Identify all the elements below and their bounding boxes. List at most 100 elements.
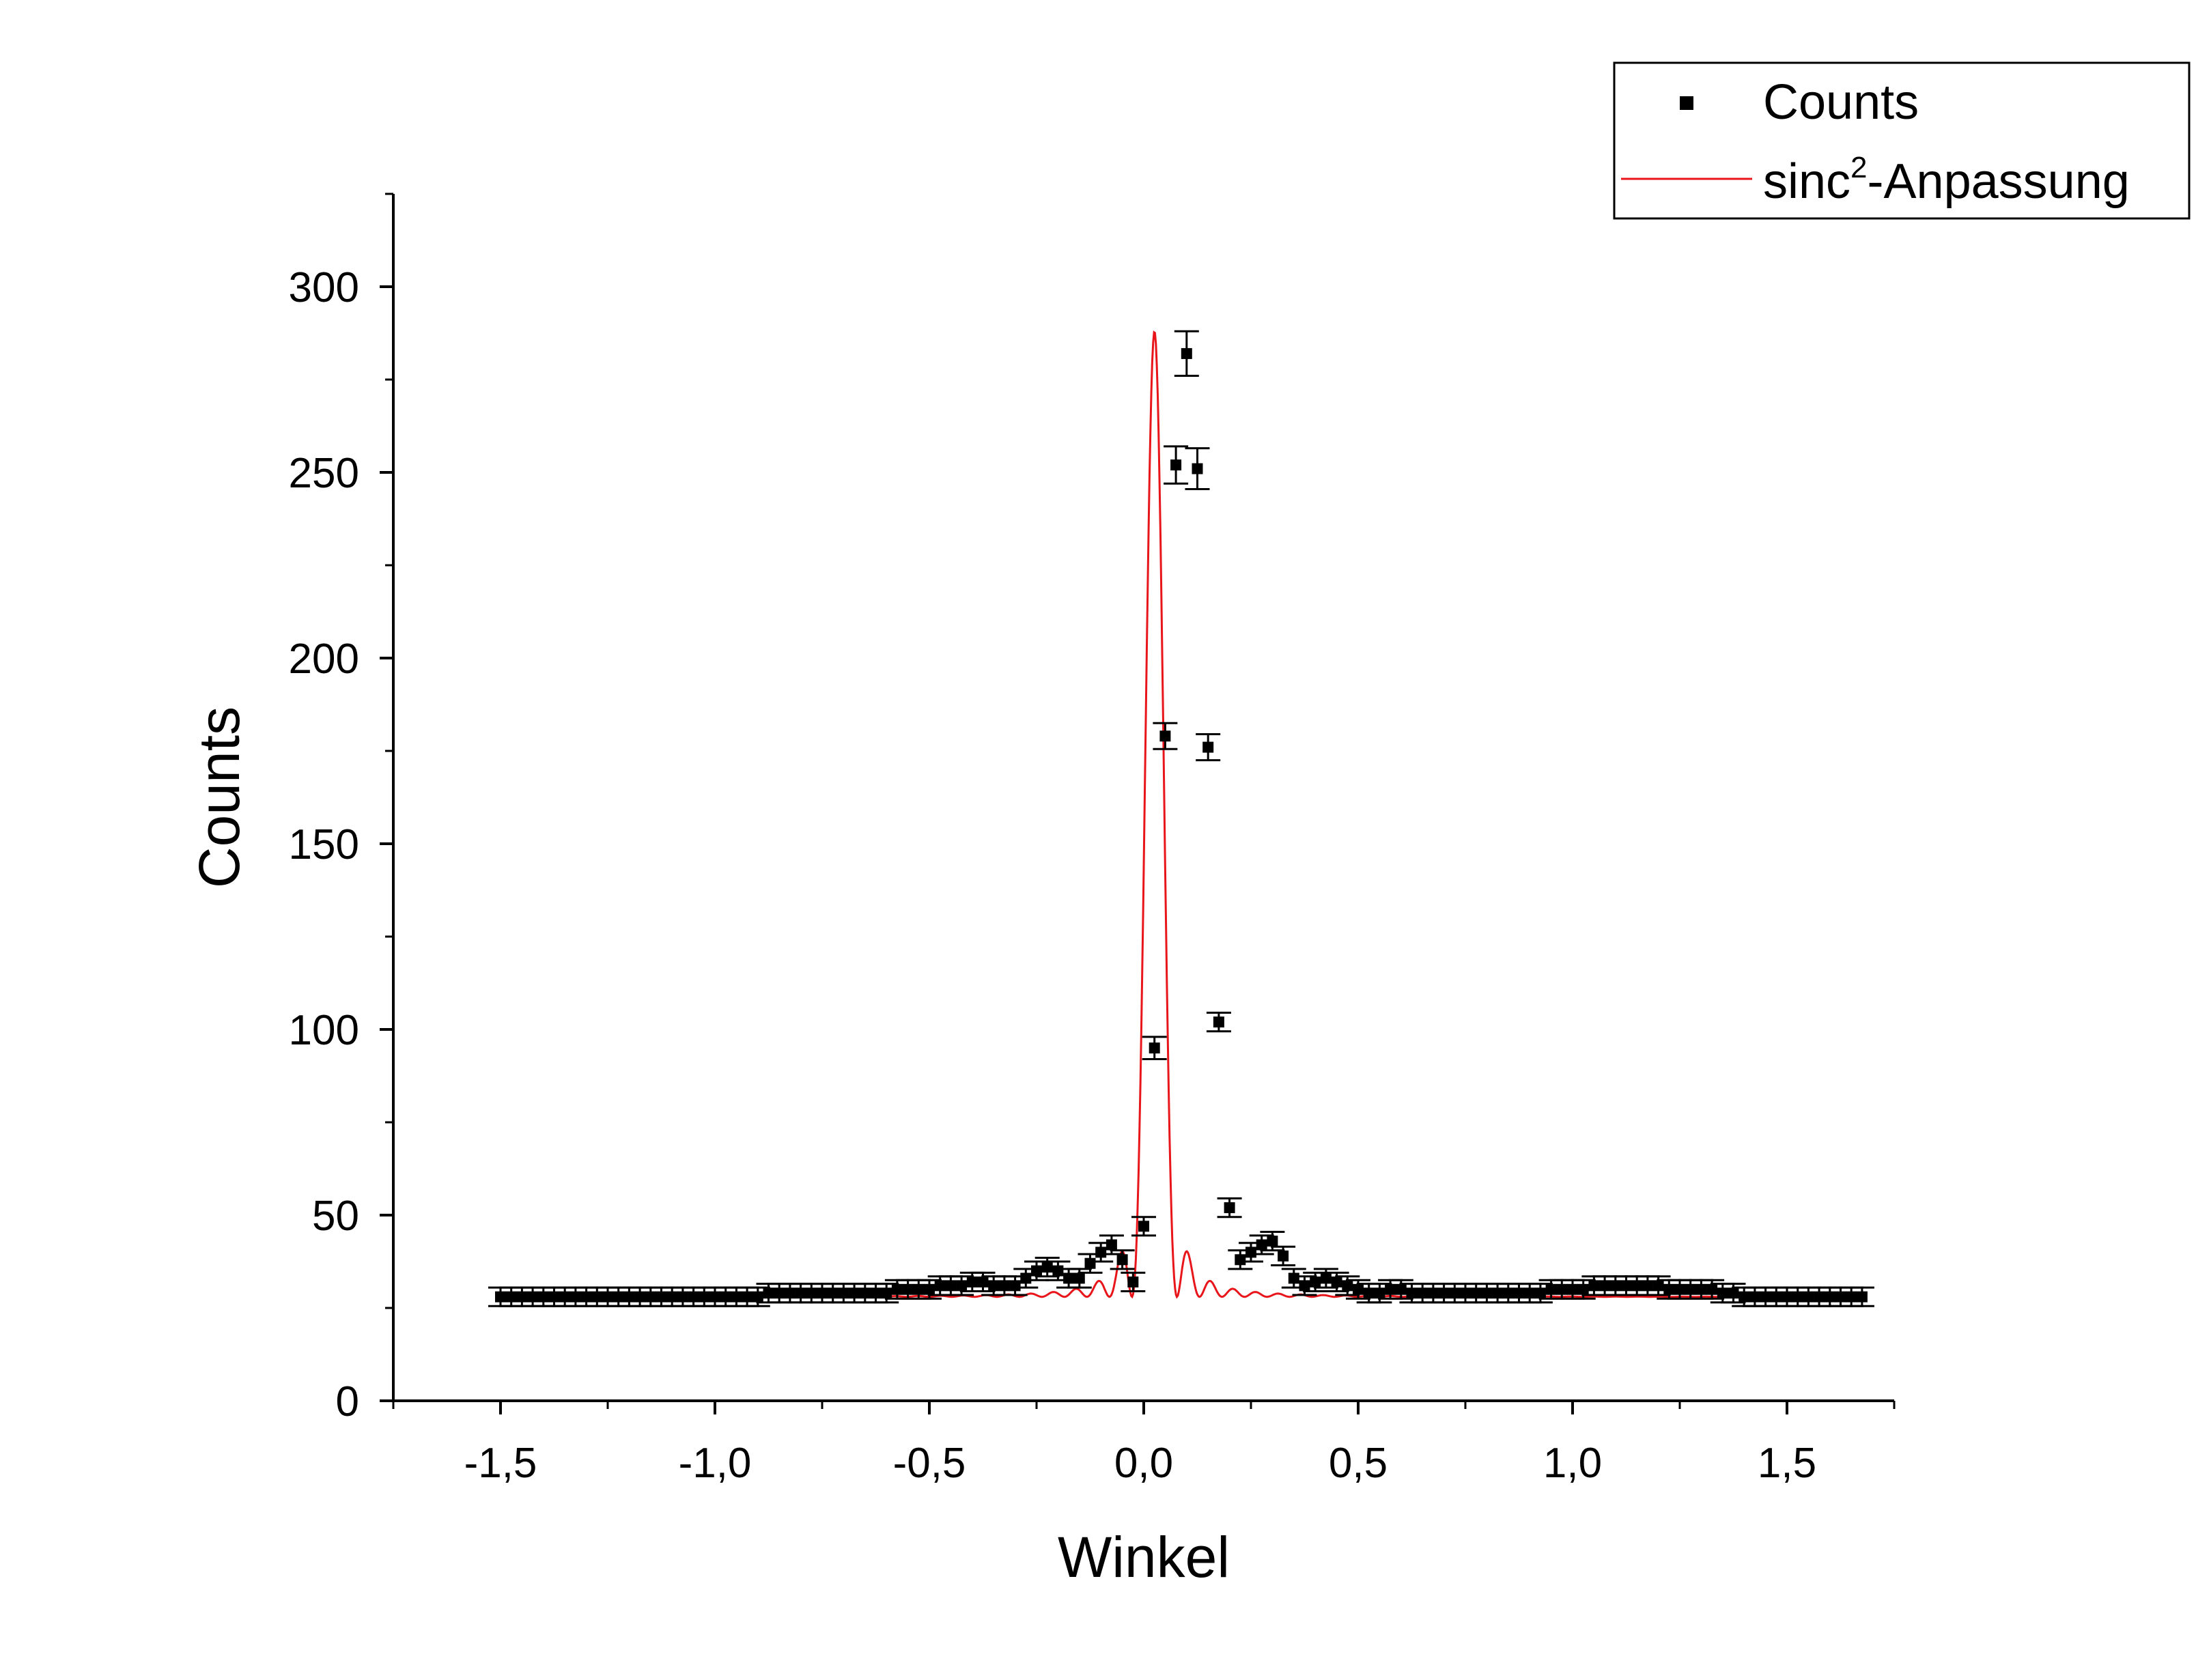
- point-marker: [720, 1291, 731, 1302]
- point-marker: [1288, 1272, 1299, 1284]
- point-marker: [1599, 1280, 1611, 1292]
- point-marker: [870, 1287, 882, 1299]
- point-marker: [1256, 1239, 1267, 1251]
- point-marker: [924, 1283, 935, 1295]
- point-marker: [1353, 1283, 1364, 1295]
- point-marker: [966, 1276, 978, 1287]
- point-marker: [1363, 1287, 1375, 1299]
- point-marker: [1492, 1287, 1504, 1299]
- point-marker: [827, 1287, 839, 1299]
- point-marker: [1310, 1276, 1321, 1287]
- point-marker: [806, 1287, 817, 1299]
- point-marker: [934, 1280, 946, 1292]
- data-point: [1849, 1286, 1874, 1307]
- point-marker: [1235, 1254, 1246, 1266]
- point-marker: [1181, 347, 1192, 359]
- point-marker: [1685, 1283, 1696, 1295]
- point-marker: [537, 1291, 549, 1302]
- point-marker: [774, 1287, 785, 1299]
- data-point: [1131, 1216, 1156, 1237]
- data-point: [981, 1275, 1006, 1296]
- point-marker: [1417, 1287, 1428, 1299]
- x-tick-label: 1,5: [1758, 1440, 1816, 1487]
- point-marker: [1170, 459, 1182, 471]
- point-marker: [656, 1291, 667, 1302]
- x-axis-title: Winkel: [1058, 1525, 1230, 1589]
- point-marker: [1760, 1291, 1771, 1302]
- data-point: [1206, 1012, 1231, 1033]
- point-marker: [1406, 1287, 1418, 1299]
- point-marker: [1084, 1257, 1096, 1269]
- point-marker: [1245, 1247, 1256, 1258]
- point-marker: [1127, 1276, 1139, 1287]
- point-marker: [817, 1287, 828, 1299]
- point-marker: [1342, 1280, 1353, 1292]
- point-marker: [666, 1291, 678, 1302]
- legend-label-fit-rest: -Anpassung: [1868, 154, 2130, 209]
- point-marker: [1674, 1283, 1685, 1295]
- point-marker: [1620, 1280, 1632, 1292]
- legend-label-fit-main: sinc: [1763, 154, 1850, 209]
- data-point: [1164, 445, 1189, 485]
- point-marker: [505, 1291, 517, 1302]
- point-marker: [1824, 1291, 1835, 1302]
- point-marker: [1202, 741, 1214, 753]
- point-marker: [752, 1291, 763, 1302]
- legend-marker-counts: [1680, 96, 1693, 110]
- point-marker: [1556, 1283, 1568, 1295]
- point-marker: [945, 1280, 957, 1292]
- point-marker: [1095, 1247, 1107, 1258]
- point-marker: [1803, 1291, 1814, 1302]
- point-marker: [1749, 1291, 1760, 1302]
- point-marker: [1728, 1287, 1739, 1299]
- point-marker: [1609, 1280, 1621, 1292]
- data-point: [1217, 1197, 1242, 1219]
- point-marker: [977, 1276, 989, 1287]
- point-marker: [1835, 1291, 1846, 1302]
- data-point: [1388, 1279, 1413, 1300]
- point-marker: [1374, 1287, 1385, 1299]
- point-marker: [1267, 1236, 1278, 1247]
- data-point: [1335, 1275, 1360, 1296]
- point-marker: [1385, 1283, 1396, 1295]
- point-marker: [1856, 1291, 1868, 1302]
- point-marker: [580, 1291, 592, 1302]
- point-marker: [1192, 463, 1203, 474]
- x-tick-label: -1,0: [679, 1440, 752, 1487]
- point-marker: [763, 1287, 774, 1299]
- point-marker: [859, 1287, 871, 1299]
- point-marker: [645, 1291, 656, 1302]
- data-point: [1153, 722, 1178, 750]
- y-tick-label: 50: [312, 1193, 359, 1240]
- point-marker: [1545, 1283, 1557, 1295]
- point-marker: [1695, 1283, 1707, 1295]
- point-marker: [1041, 1262, 1053, 1273]
- point-marker: [1395, 1283, 1407, 1295]
- point-marker: [1224, 1202, 1235, 1214]
- point-marker: [1449, 1287, 1461, 1299]
- x-tick-label: 0,5: [1329, 1440, 1388, 1487]
- data-point: [1260, 1230, 1285, 1252]
- point-marker: [634, 1291, 646, 1302]
- point-marker: [1116, 1254, 1128, 1266]
- point-marker: [838, 1287, 849, 1299]
- point-marker: [956, 1280, 968, 1292]
- point-marker: [1427, 1287, 1439, 1299]
- y-tick-label: 200: [289, 636, 359, 683]
- point-marker: [1524, 1287, 1536, 1299]
- y-tick-label: 0: [336, 1378, 359, 1425]
- point-marker: [699, 1291, 710, 1302]
- point-marker: [1502, 1287, 1514, 1299]
- point-marker: [891, 1283, 903, 1295]
- data-point: [1110, 1249, 1135, 1270]
- point-marker: [1846, 1291, 1857, 1302]
- point-marker: [1320, 1272, 1332, 1284]
- point-marker: [623, 1291, 635, 1302]
- data-point: [1034, 1257, 1060, 1278]
- legend: Counts sinc2-Anpassung: [1613, 61, 2191, 220]
- point-marker: [677, 1291, 688, 1302]
- data-point: [1646, 1275, 1671, 1296]
- point-marker: [731, 1291, 742, 1302]
- data-point: [1142, 1036, 1167, 1061]
- y-axis-title: Counts: [187, 707, 251, 888]
